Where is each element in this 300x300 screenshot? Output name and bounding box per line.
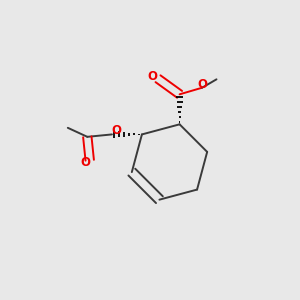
Text: O: O <box>111 124 122 137</box>
Text: O: O <box>80 156 90 169</box>
Text: O: O <box>198 78 208 91</box>
Text: O: O <box>148 70 158 83</box>
